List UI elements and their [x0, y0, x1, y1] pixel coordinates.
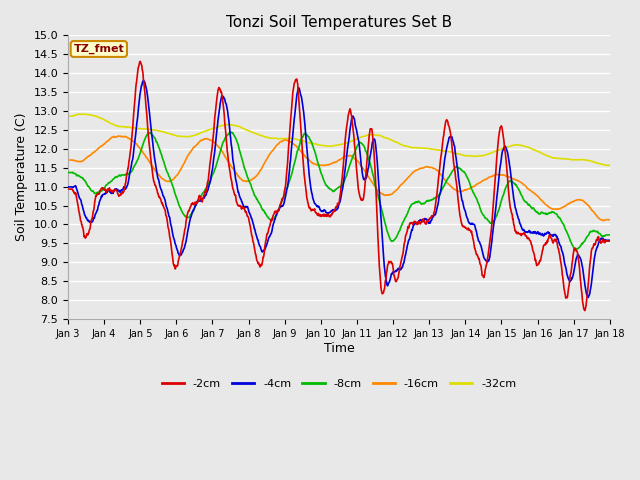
- Legend: -2cm, -4cm, -8cm, -16cm, -32cm: -2cm, -4cm, -8cm, -16cm, -32cm: [157, 374, 520, 393]
- Y-axis label: Soil Temperature (C): Soil Temperature (C): [15, 113, 28, 241]
- X-axis label: Time: Time: [323, 342, 355, 355]
- Title: Tonzi Soil Temperatures Set B: Tonzi Soil Temperatures Set B: [226, 15, 452, 30]
- Text: TZ_fmet: TZ_fmet: [74, 44, 124, 54]
